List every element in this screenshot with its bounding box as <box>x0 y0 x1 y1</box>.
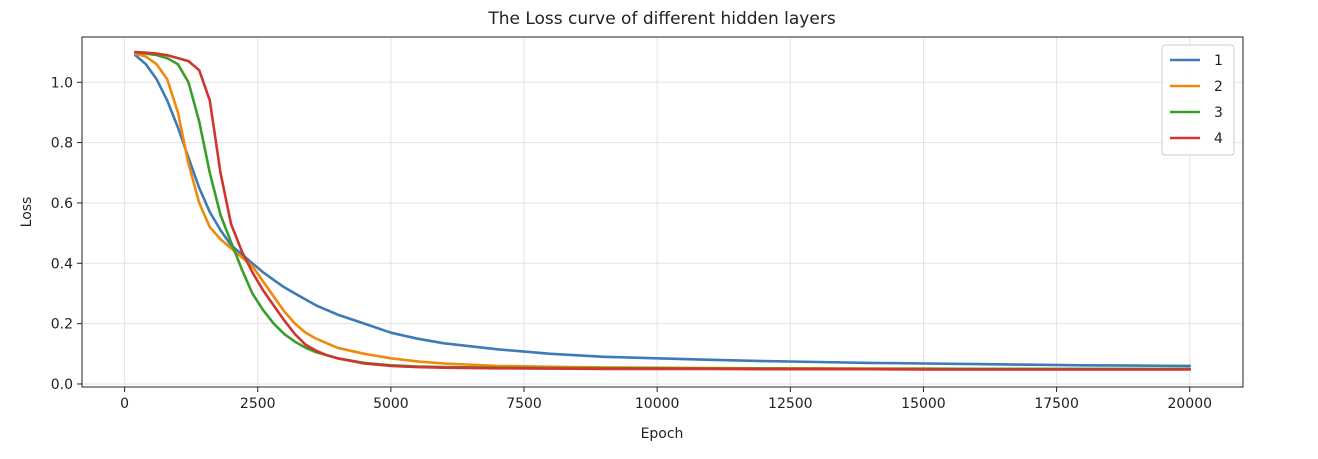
y-tick-label: 0.4 <box>51 256 73 272</box>
x-tick-label: 10000 <box>635 396 680 412</box>
y-axis-ticks: 0.0 0.2 0.4 0.6 0.8 1.0 <box>51 75 82 393</box>
series-lines <box>134 50 1191 371</box>
legend-label-2: 2 <box>1214 79 1223 95</box>
y-tick-label: 0.8 <box>51 136 73 152</box>
x-tick-label: 12500 <box>768 396 813 412</box>
y-tick-label: 0.0 <box>51 377 73 393</box>
legend: 1 2 3 4 <box>1161 44 1235 156</box>
legend-label-1: 1 <box>1214 53 1223 69</box>
x-tick-label: 2500 <box>240 396 276 412</box>
x-tick-label: 15000 <box>901 396 946 412</box>
y-tick-label: 0.2 <box>51 317 73 333</box>
legend-box <box>1161 44 1235 156</box>
series-line-2 <box>134 52 1191 371</box>
y-axis-label: Loss <box>19 197 35 228</box>
x-tick-label: 20000 <box>1167 396 1212 412</box>
y-tick-label: 0.6 <box>51 196 73 212</box>
legend-label-4: 4 <box>1214 131 1223 147</box>
series-line-4 <box>134 50 1191 371</box>
plot-frame <box>81 36 1244 388</box>
series-line-1 <box>134 53 1191 368</box>
x-tick-label: 0 <box>120 396 129 412</box>
x-tick-label: 7500 <box>506 396 542 412</box>
legend-label-3: 3 <box>1214 105 1223 121</box>
x-tick-label: 5000 <box>373 396 409 412</box>
y-tick-label: 1.0 <box>51 75 73 91</box>
x-tick-label: 17500 <box>1034 396 1079 412</box>
chart-title: The Loss curve of different hidden layer… <box>487 9 836 29</box>
x-axis-label: Epoch <box>641 426 684 442</box>
x-axis-ticks: 0 2500 5000 7500 10000 12500 15000 17500 20000 <box>120 387 1212 412</box>
grid-lines <box>82 37 1243 387</box>
